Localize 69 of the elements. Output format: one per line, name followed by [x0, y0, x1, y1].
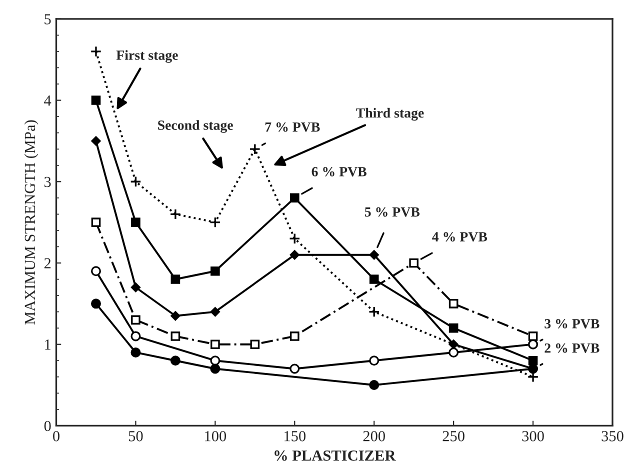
x-tick-label: 300: [522, 431, 544, 442]
point: [528, 364, 538, 374]
point: [90, 266, 101, 276]
point: [90, 298, 101, 309]
point: [369, 380, 380, 390]
point: [91, 218, 101, 227]
x-tick-label: 100: [205, 431, 226, 442]
point: [90, 46, 102, 58]
annotation: Third stage: [356, 108, 424, 121]
x-tick-label: 350: [602, 431, 624, 442]
series-label: 6 % PVB: [312, 167, 366, 176]
point: [210, 307, 220, 317]
point: [290, 250, 300, 260]
y-tick-label: 1: [45, 340, 50, 350]
point: [210, 340, 220, 349]
point: [170, 356, 180, 366]
series-label: 7 % PVB: [265, 122, 320, 132]
point: [448, 347, 459, 358]
annotation: Second stage: [158, 120, 233, 133]
point: [288, 232, 300, 244]
text: 5 % PVB: [364, 207, 420, 217]
x-tick-label: 200: [363, 431, 385, 442]
point: [249, 143, 261, 155]
point: [130, 331, 141, 342]
point: [210, 364, 220, 374]
point: [369, 250, 379, 260]
point: [210, 356, 220, 366]
point: [528, 356, 538, 366]
point: [250, 340, 260, 349]
point: [369, 274, 379, 284]
point: [368, 306, 380, 318]
point: [170, 274, 180, 284]
y-tick-label: 3: [44, 176, 51, 188]
y-tick-label: 4: [44, 96, 52, 106]
point: [91, 136, 101, 146]
point: [409, 258, 418, 268]
x-tick-label: 150: [284, 431, 306, 442]
y-axis-title: MAXIMUM STRENGTH (MPa): [24, 120, 38, 325]
point: [528, 339, 538, 350]
point: [210, 266, 220, 276]
series-label: 2 % PVB: [544, 343, 600, 353]
point: [91, 96, 101, 105]
x-axis-title: % PLASTICIZER: [274, 450, 396, 461]
point: [170, 332, 180, 341]
point: [290, 332, 300, 341]
point: [130, 176, 142, 188]
y-tick-label: 2: [44, 258, 51, 268]
point: [170, 311, 180, 321]
point: [448, 340, 458, 350]
x-tick-label: 50: [128, 431, 143, 442]
point: [528, 332, 538, 341]
y-tick-label: 5: [44, 14, 51, 24]
point: [290, 193, 300, 203]
point: [209, 216, 221, 228]
point: [130, 347, 141, 358]
point: [290, 364, 300, 374]
point: [130, 282, 140, 292]
point: [170, 208, 182, 220]
point: [448, 323, 458, 333]
point: [448, 299, 458, 308]
point: [131, 315, 140, 325]
x-tick-label: 0: [53, 431, 60, 442]
series-label: 3 % PVB: [544, 319, 600, 328]
point: [131, 218, 140, 227]
point: [369, 356, 380, 366]
y-tick-label: 0: [44, 420, 51, 432]
series-label: 4 % PVB: [432, 232, 488, 242]
x-tick-label: 250: [442, 431, 464, 442]
annotation: First stage: [116, 50, 178, 63]
